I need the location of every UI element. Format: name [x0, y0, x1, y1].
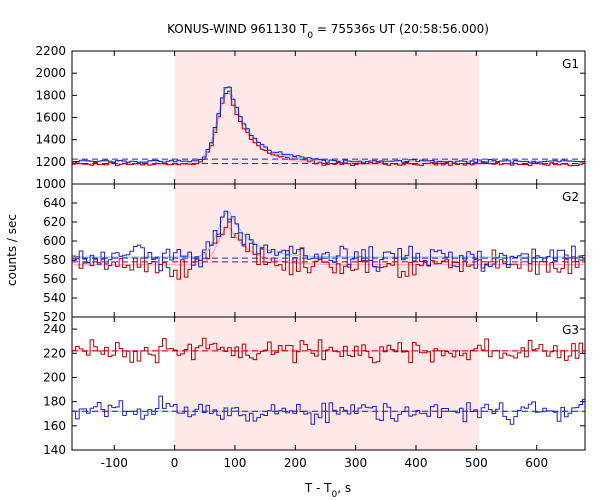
chart-title-suffix: = 75536s UT (20:58:56.000) — [313, 22, 489, 36]
x-tick-label: 200 — [284, 456, 307, 470]
panels: 1000120014001600180020002200G15205405605… — [35, 44, 586, 470]
x-tick-label: 400 — [405, 456, 428, 470]
x-tick-label: -100 — [101, 456, 128, 470]
y-tick-label: 220 — [43, 346, 66, 360]
y-tick-label: 160 — [43, 419, 66, 433]
lightcurve-red — [72, 90, 585, 167]
y-tick-label: 600 — [43, 234, 66, 248]
chart-title-prefix: KONUS-WIND 961130 T — [167, 22, 308, 36]
y-axis-label: counts / sec — [5, 214, 19, 286]
x-axis-label-prefix: T - T — [304, 481, 332, 495]
y-tick-label: 180 — [43, 395, 66, 409]
x-axis-label: T - T0, s — [304, 481, 351, 500]
x-axis-label-suffix: , s — [337, 481, 351, 495]
panel-label-G2: G2 — [562, 190, 579, 204]
y-tick-label: 620 — [43, 215, 66, 229]
lightcurve-red — [72, 218, 585, 280]
x-tick-label: 500 — [465, 456, 488, 470]
y-tick-label: 200 — [43, 370, 66, 384]
panel-G3: 140 160 180 200 220 240 -100 0 100 200 300 400 500 60… — [43, 316, 586, 470]
y-tick-label: 140 — [43, 443, 66, 457]
shaded-interval — [174, 317, 480, 450]
y-tick-label: 1000 — [35, 177, 66, 191]
y-tick-label: 560 — [43, 272, 66, 286]
y-tick-label: 240 — [43, 322, 66, 336]
x-tick-label: 300 — [344, 456, 367, 470]
panel-G2: 520 540 560 580 600 620 640 G2 — [43, 183, 586, 324]
lightcurve-blue — [72, 210, 585, 272]
panel-frame — [71, 316, 586, 451]
y-tick-label: 540 — [43, 291, 66, 305]
x-tick-label: 600 — [525, 456, 548, 470]
chart-title-sub: 0 — [307, 31, 313, 41]
y-tick-label: 1800 — [35, 88, 66, 102]
panel-label-G3: G3 — [562, 323, 579, 337]
lightcurve-blue — [72, 395, 585, 425]
panel-label-G1: G1 — [562, 57, 579, 71]
y-tick-label: 1400 — [35, 133, 66, 147]
y-tick-label: 580 — [43, 253, 66, 267]
y-tick-label: 1200 — [35, 155, 66, 169]
x-axis-label-sub: 0 — [332, 490, 338, 500]
y-tick-label: 2000 — [35, 66, 66, 80]
lightcurve-red — [72, 337, 585, 364]
x-tick-label: 0 — [171, 456, 179, 470]
shaded-interval — [174, 184, 480, 317]
panel-G1: 1000 1200 1400 1600 1800 2000 2200 G1 — [35, 44, 586, 191]
y-tick-label: 520 — [43, 310, 66, 324]
y-tick-label: 1600 — [35, 111, 66, 125]
lightcurve-blue — [72, 86, 585, 164]
chart-title: KONUS-WIND 961130 T0 = 75536s UT (20:58:… — [167, 22, 489, 41]
y-tick-label: 2200 — [35, 44, 66, 58]
y-tick-label: 640 — [43, 196, 66, 210]
x-tick-label: 100 — [223, 456, 246, 470]
